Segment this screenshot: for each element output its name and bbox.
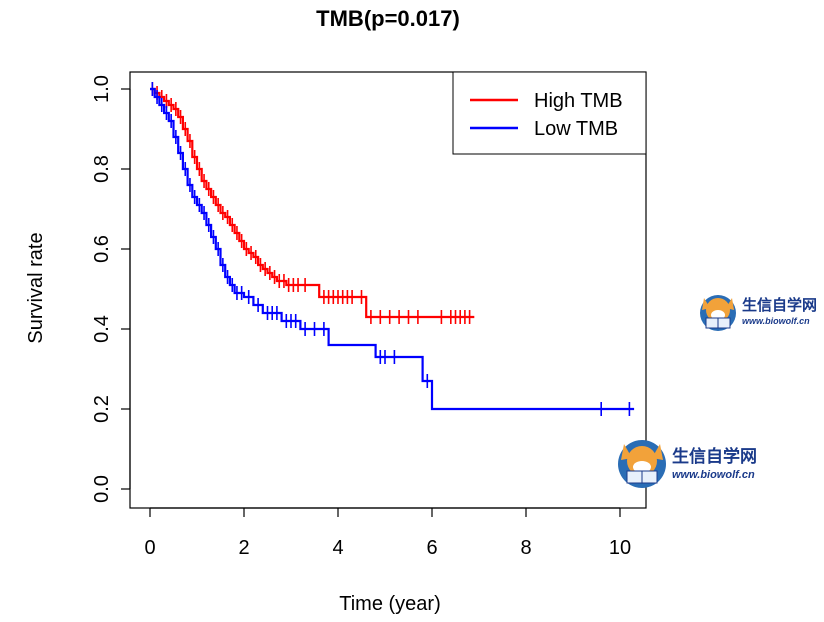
chart-title: TMB(p=0.017) (316, 6, 460, 31)
y-axis: 0.0 0.2 0.4 0.6 0.8 1.0 (91, 75, 131, 503)
x-axis-label: Time (year) (339, 593, 440, 615)
x-tick-label: 4 (332, 537, 343, 559)
x-tick-label: 2 (238, 537, 249, 559)
y-tick-label: 0.2 (91, 395, 113, 423)
series-line-low-tmb (150, 87, 635, 411)
x-tick-label: 10 (609, 537, 631, 559)
legend-box (452, 71, 647, 155)
legend: High TMB Low TMB (452, 71, 647, 155)
y-tick-label: 1.0 (91, 75, 113, 103)
watermark-url: www.biowolf.cn (742, 316, 810, 326)
watermark-title: 生信自学网 (742, 296, 817, 314)
x-tick-label: 6 (426, 537, 437, 559)
x-tick-label: 8 (520, 537, 531, 559)
x-axis: 0 2 4 6 8 10 (144, 507, 631, 559)
watermark-title: 生信自学网 (672, 446, 757, 467)
legend-label-high-tmb: High TMB (534, 90, 623, 112)
watermark-logo-1: 生信自学网 www.biowolf.cn (700, 295, 817, 331)
y-tick-label: 0.0 (91, 475, 113, 503)
watermark-url: www.biowolf.cn (672, 469, 755, 481)
fox-icon (618, 440, 666, 488)
y-axis-label: Survival rate (25, 232, 47, 343)
survival-curves (150, 82, 635, 416)
y-tick-label: 0.8 (91, 155, 113, 183)
watermark-logo-2: 生信自学网 www.biowolf.cn (618, 440, 757, 488)
fox-icon (700, 295, 736, 331)
x-tick-label: 0 (144, 537, 155, 559)
y-tick-label: 0.4 (91, 315, 113, 343)
legend-label-low-tmb: Low TMB (534, 118, 618, 140)
y-tick-label: 0.6 (91, 235, 113, 263)
